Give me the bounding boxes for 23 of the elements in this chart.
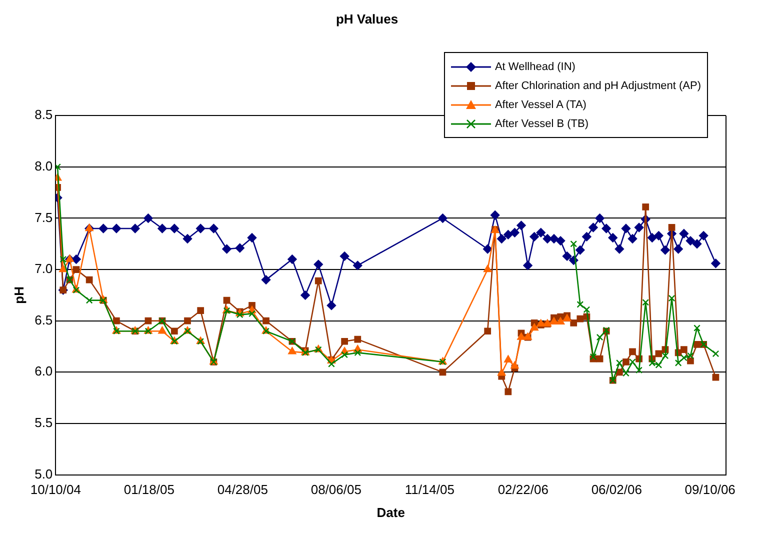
x-tick-label: 10/10/04 [30, 482, 81, 498]
x-axis-title: Date [376, 504, 405, 520]
x-tick-label: 06/02/06 [591, 482, 642, 498]
y-tick-label: 8.0 [34, 158, 53, 174]
x-tick-label: 11/14/05 [404, 482, 454, 498]
y-tick-label: 7.5 [34, 210, 53, 225]
legend-label: At Wellhead (IN) [494, 60, 576, 72]
legend-label: After Chlorination and pH Adjustment (AP) [494, 80, 701, 92]
x-tick-label: 01/18/05 [124, 482, 174, 498]
x-tick-label: 04/28/05 [217, 482, 268, 498]
legend-label: After Vessel A (TA) [494, 98, 586, 110]
y-tick-label: 6.5 [34, 312, 53, 328]
x-tick-label: 09/10/06 [684, 482, 736, 498]
x-tick-label: 02/22/06 [498, 482, 548, 498]
x-tick-label: 08/06/05 [310, 482, 362, 498]
y-tick-label: 6.0 [34, 364, 53, 379]
y-axis-title: pH [11, 286, 26, 304]
y-tick-label: 7.0 [34, 261, 53, 276]
chart-title: pH Values [336, 11, 398, 26]
y-tick-label: 5.5 [34, 415, 53, 430]
y-tick-label: 5.0 [34, 466, 53, 482]
legend-label: After Vessel B (TB) [494, 118, 588, 130]
y-tick-label: 8.5 [34, 107, 53, 122]
